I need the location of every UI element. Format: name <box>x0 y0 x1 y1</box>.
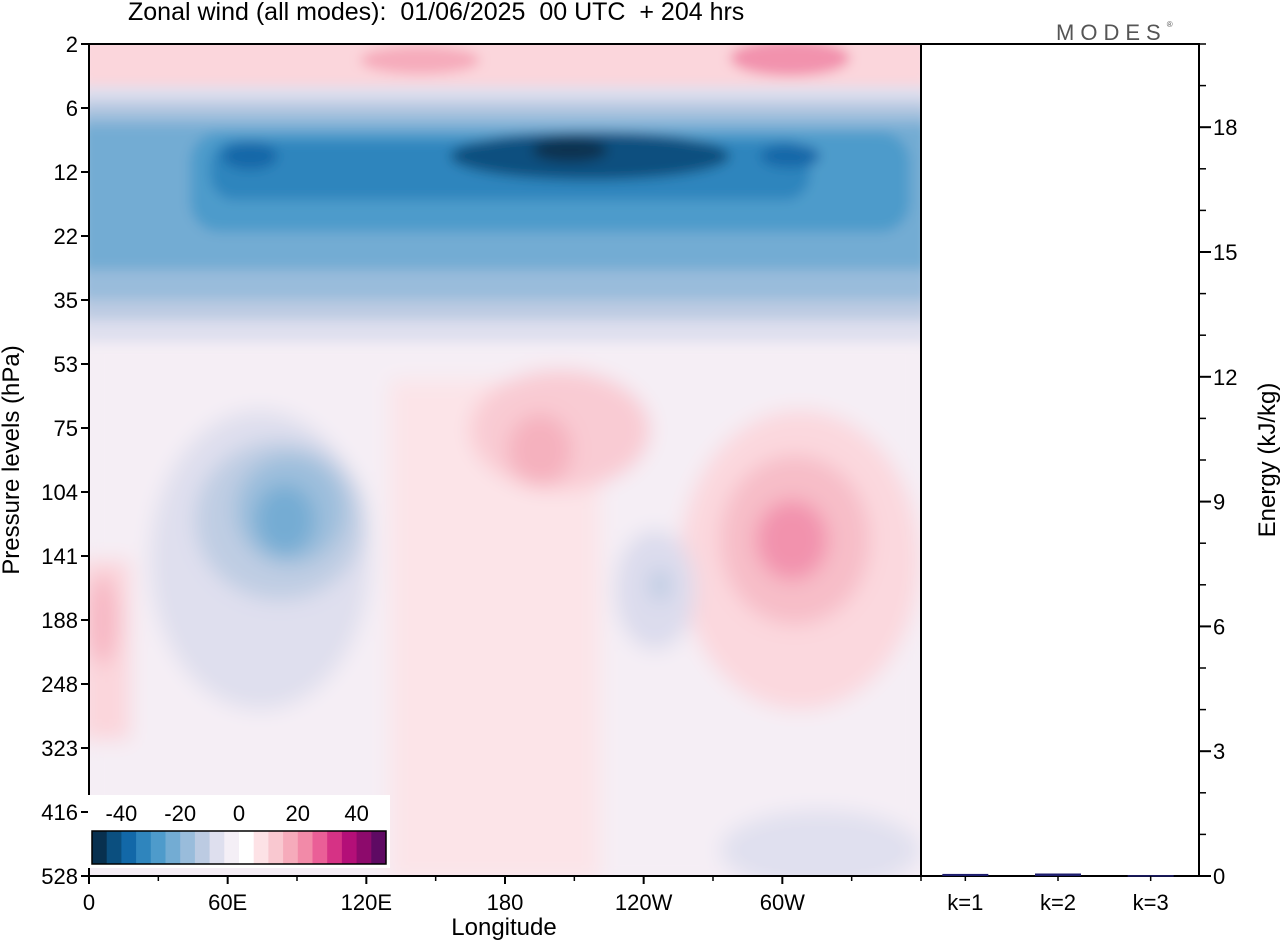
y-tick-label: 2 <box>66 32 78 57</box>
brand-logo: MODES® <box>1056 20 1173 46</box>
colorbar-swatch <box>92 831 108 864</box>
contour-field-lower <box>89 330 921 876</box>
x-tick-label: 180 <box>487 890 524 915</box>
colorbar-swatch <box>209 831 225 864</box>
x-tick-label: 60W <box>760 890 805 915</box>
y-tick-label: 6 <box>66 96 78 121</box>
colorbar-tick-label: 40 <box>344 801 368 826</box>
colorbar-swatch <box>121 831 137 864</box>
field-pink-east-core <box>756 500 828 580</box>
energy-tick-label: 15 <box>1213 240 1237 265</box>
colorbar-swatch <box>239 831 255 864</box>
energy-tick-label: 0 <box>1213 864 1225 889</box>
colorbar-swatch <box>356 831 372 864</box>
energy-axis: 0 3 6 9 12 15 18 <box>1199 43 1237 889</box>
energy-axis-label: Energy (kJ/kg) <box>1254 383 1280 538</box>
y-tick-label: 188 <box>41 608 78 633</box>
y-tick-label: 104 <box>41 480 78 505</box>
x-tick-label: 120E <box>341 890 392 915</box>
heatmap-plot <box>88 43 922 877</box>
y-tick-label: 528 <box>41 864 78 889</box>
colorbar-swatch <box>297 831 313 864</box>
field-jet-core-max <box>532 138 608 162</box>
y-tick-label: 53 <box>54 352 78 377</box>
colorbar-tick-label: 20 <box>286 801 310 826</box>
field-jet-core-east <box>760 144 820 168</box>
brand-name: MODES <box>1056 20 1167 45</box>
x-tick-label: 120W <box>615 890 673 915</box>
colorbar-swatch <box>150 831 166 864</box>
contour-fields <box>89 44 921 876</box>
chart-title: Zonal wind (all modes): 01/06/2025 00 UT… <box>128 0 745 26</box>
field-blue-central-core <box>650 569 670 601</box>
x-axis-label: Longitude <box>451 914 556 941</box>
field-blue-southeast <box>720 810 920 876</box>
field-pink-central-core <box>508 414 572 486</box>
colorbar-swatch <box>312 831 328 864</box>
colorbar-swatch <box>180 831 196 864</box>
energy-category-label: k=3 <box>1133 890 1169 915</box>
colorbar-swatch <box>194 831 211 864</box>
field-band-neg35 <box>89 320 921 342</box>
colorbar: -40 -20 0 20 40 <box>88 795 390 868</box>
colorbar-swatch <box>341 831 358 864</box>
x-tick-label: 60E <box>208 890 247 915</box>
brand-registered-mark: ® <box>1166 20 1173 29</box>
energy-tick-label: 12 <box>1213 365 1237 390</box>
colorbar-frame <box>91 830 387 865</box>
colorbar-tick-label: -20 <box>164 801 196 826</box>
colorbar-swatch <box>371 831 387 864</box>
colorbar-swatch <box>136 831 152 864</box>
y-tick-label: 416 <box>41 800 78 825</box>
energy-bars: k=1 k=2 k=3 <box>942 873 1174 915</box>
colorbar-swatch <box>268 831 284 864</box>
contour-field-upper <box>89 44 921 342</box>
y-tick-label: 22 <box>54 224 78 249</box>
energy-tick-label: 9 <box>1213 490 1225 515</box>
y-tick-label: 75 <box>54 416 78 441</box>
energy-bar <box>1127 875 1174 877</box>
energy-category-label: k=1 <box>947 890 983 915</box>
colorbar-swatch <box>224 831 240 864</box>
field-pink-left-core <box>89 575 118 665</box>
y-tick-label: 35 <box>54 288 78 313</box>
energy-bar <box>1035 873 1081 876</box>
field-blue-west-core <box>255 485 315 555</box>
energy-tick-label: 18 <box>1213 115 1237 140</box>
y-tick-label: 248 <box>41 672 78 697</box>
field-top-pink-core-center <box>360 46 480 74</box>
colorbar-swatch <box>253 831 269 864</box>
energy-bar <box>942 873 989 876</box>
colorbar-swatch <box>327 831 343 864</box>
colorbar-tick-label: 0 <box>233 801 245 826</box>
y-tick-label: 141 <box>41 544 78 569</box>
x-tick-label: 0 <box>83 890 95 915</box>
energy-tick-label: 6 <box>1213 614 1225 639</box>
y-tick-label: 12 <box>54 160 78 185</box>
energy-panel-frame <box>920 43 1200 877</box>
field-top-pink-core-east <box>730 44 850 76</box>
x-axis: 0 60E 120E 180 120W 60W <box>83 876 922 915</box>
energy-category-label: k=2 <box>1040 890 1076 915</box>
field-jet-core-west <box>222 142 278 170</box>
energy-panel: k=1 k=2 k=3 0 3 6 9 12 15 18 Energy (kJ/kg) <box>920 43 1280 915</box>
colorbar-swatch <box>283 831 299 864</box>
y-tick-label: 323 <box>41 736 78 761</box>
y-axis: 2 6 12 22 35 53 75 104 141 188 248 323 416 528 <box>41 32 89 889</box>
colorbar-swatch <box>165 831 181 864</box>
y-axis-label: Pressure levels (hPa) <box>0 345 25 574</box>
colorbar-swatch <box>106 831 122 864</box>
colorbar-tick-label: -40 <box>106 801 138 826</box>
energy-tick-label: 3 <box>1213 739 1225 764</box>
